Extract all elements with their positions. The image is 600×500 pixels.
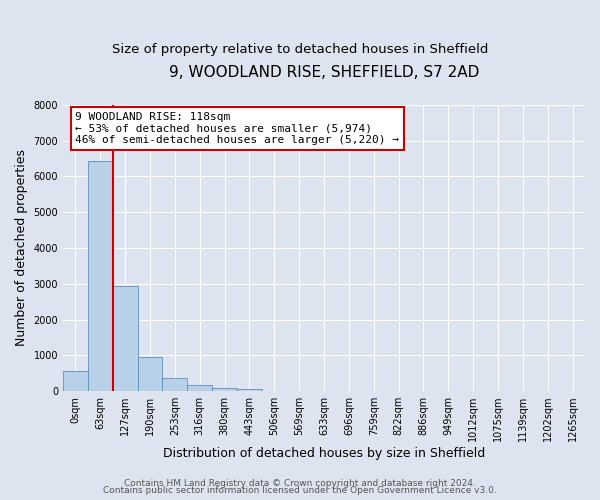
Text: 9 WOODLAND RISE: 118sqm
← 53% of detached houses are smaller (5,974)
46% of semi: 9 WOODLAND RISE: 118sqm ← 53% of detache… (76, 112, 400, 145)
Bar (237, 389, 262, 391)
Bar (63, 371, 88, 391)
Text: Contains public sector information licensed under the Open Government Licence v3: Contains public sector information licen… (103, 486, 497, 495)
Bar (137, 356, 163, 391)
Y-axis label: Number of detached properties: Number of detached properties (15, 150, 28, 346)
Bar (88, 162, 113, 391)
Bar (212, 388, 237, 391)
Title: 9, WOODLAND RISE, SHEFFIELD, S7 2AD: 9, WOODLAND RISE, SHEFFIELD, S7 2AD (169, 65, 479, 80)
Bar (187, 386, 212, 391)
Text: Size of property relative to detached houses in Sheffield: Size of property relative to detached ho… (112, 42, 488, 56)
X-axis label: Distribution of detached houses by size in Sheffield: Distribution of detached houses by size … (163, 447, 485, 460)
Text: Contains HM Land Registry data © Crown copyright and database right 2024.: Contains HM Land Registry data © Crown c… (124, 478, 476, 488)
Bar (163, 378, 187, 391)
Bar (113, 286, 137, 391)
